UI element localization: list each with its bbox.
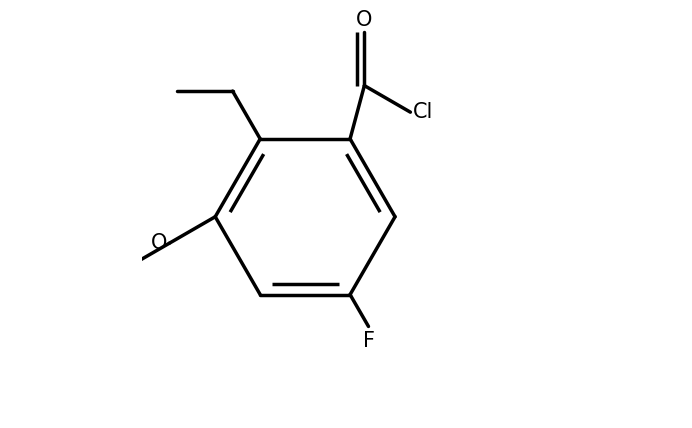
Text: O: O <box>356 10 372 30</box>
Text: F: F <box>363 330 375 351</box>
Text: O: O <box>151 233 167 253</box>
Text: Cl: Cl <box>413 102 433 122</box>
